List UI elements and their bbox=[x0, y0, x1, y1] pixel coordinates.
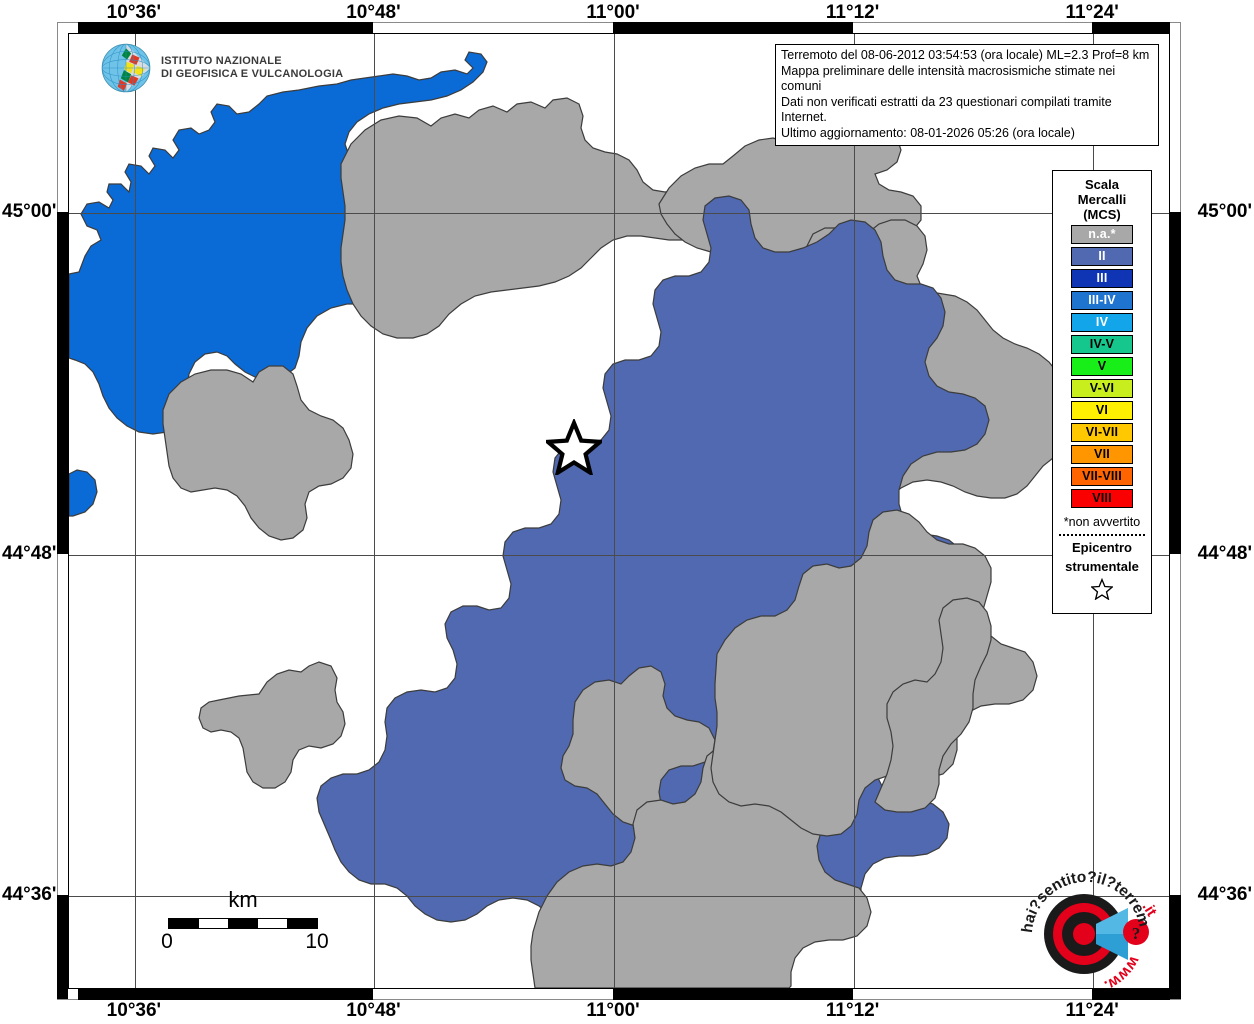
frame-tick-band-bottom bbox=[613, 989, 853, 1000]
scale-bar: km 0 10 bbox=[161, 887, 329, 954]
scale-bar-numbers: 0 10 bbox=[161, 930, 329, 954]
legend-swatch-vi-vii[interactable]: VI-VII bbox=[1071, 423, 1133, 442]
legend-swatch-v-vi[interactable]: V-VI bbox=[1071, 379, 1133, 398]
frame-tick-band-left bbox=[57, 895, 68, 999]
info-line-3: Dati non verificati estratti da 23 quest… bbox=[781, 94, 1112, 125]
info-line-1: Terremoto del 08-06-2012 03:54:53 (ora l… bbox=[781, 48, 1150, 62]
graticule-meridian bbox=[614, 34, 615, 988]
info-line-2: Mappa preliminare delle intensità macros… bbox=[781, 63, 1116, 94]
axis-tick-label-right: 45°00' bbox=[1197, 201, 1252, 223]
frame-tick-band-top bbox=[1092, 22, 1170, 33]
legend-swatch-vii[interactable]: VII bbox=[1071, 445, 1133, 464]
scale-min-label: 0 bbox=[161, 930, 173, 953]
legend-footnote: *non avvertito bbox=[1063, 515, 1141, 529]
frame-tick-band-top bbox=[133, 22, 374, 33]
frame-tick-band-top bbox=[613, 22, 853, 33]
graticule-parallel bbox=[69, 213, 1169, 215]
municipality-polygon[interactable] bbox=[162, 365, 354, 541]
legend-title-1: Scala bbox=[1085, 177, 1119, 192]
frame-tick-band-bottom bbox=[1092, 989, 1170, 1000]
legend-swatch-n-a-[interactable]: n.a.* bbox=[1071, 225, 1133, 244]
legend-swatch-list: n.a.* II III III-IV IV IV-V V V-VI VI VI-VII VII VI… bbox=[1053, 225, 1151, 508]
axis-tick-label-left: 44°48' bbox=[2, 542, 57, 564]
municipality-polygon[interactable] bbox=[198, 661, 346, 789]
legend-swatch-ii[interactable]: II bbox=[1071, 247, 1133, 266]
legend-epicenter-label-1: Epicentro bbox=[1072, 540, 1132, 555]
ingv-name-line-1: ISTITUTO NAZIONALE bbox=[161, 55, 282, 67]
axis-tick-label-top: 10°48' bbox=[346, 2, 401, 23]
axis-tick-label-bottom: 11°24' bbox=[1065, 1000, 1119, 1021]
axis-tick-label-top: 11°24' bbox=[1065, 2, 1119, 23]
earthquake-info-box: Terremoto del 08-06-2012 03:54:53 (ora l… bbox=[775, 44, 1159, 146]
frame-tick-band-bottom bbox=[133, 989, 374, 1000]
municipality-polygon[interactable] bbox=[69, 469, 98, 517]
axis-tick-label-top: 11°12' bbox=[825, 2, 880, 23]
mercalli-scale-legend: Scala Mercalli (MCS) n.a.* II III III-IV IV I… bbox=[1052, 170, 1152, 614]
municipality-polygon[interactable] bbox=[874, 597, 992, 813]
legend-title-2: Mercalli bbox=[1077, 192, 1127, 207]
axis-tick-label-bottom: 11°12' bbox=[825, 1000, 880, 1021]
axis-tick-label-right: 44°48' bbox=[1197, 542, 1252, 564]
svg-text:?: ? bbox=[1132, 924, 1141, 943]
scale-unit-label: km bbox=[228, 887, 258, 912]
scale-max-label: 10 bbox=[305, 930, 329, 953]
axis-tick-label-top: 10°36' bbox=[106, 2, 162, 23]
ingv-logo: ISTITUTO NAZIONALE DI GEOFISICA E VULCAN… bbox=[100, 42, 343, 94]
legend-swatch-v[interactable]: V bbox=[1071, 357, 1133, 376]
legend-swatch-vii-viii[interactable]: VII-VIII bbox=[1071, 467, 1133, 486]
info-line-4: Ultimo aggiornamento: 08-01-2026 05:26 (… bbox=[781, 125, 1075, 140]
graticule-meridian bbox=[134, 34, 136, 988]
frame-tick-band-bottom bbox=[78, 989, 134, 1000]
municipality-polygon[interactable] bbox=[560, 665, 716, 827]
municipality-polygon[interactable] bbox=[340, 97, 706, 339]
legend-title-3: (MCS) bbox=[1083, 207, 1121, 222]
axis-tick-label-left: 45°00' bbox=[2, 201, 57, 223]
ingv-name-line-2: DI GEOFISICA E VULCANOLOGIA bbox=[161, 68, 344, 80]
graticule-parallel bbox=[69, 554, 1169, 556]
legend-swatch-iv[interactable]: IV bbox=[1071, 313, 1133, 332]
frame-tick-band-left bbox=[57, 212, 68, 554]
municipality-polygons-layer bbox=[69, 51, 1130, 988]
frame-tick-band-right bbox=[1170, 212, 1181, 554]
map-canvas[interactable] bbox=[68, 33, 1170, 989]
legend-swatch-viii[interactable]: VIII bbox=[1071, 489, 1133, 508]
municipality-polygon[interactable] bbox=[710, 509, 1038, 837]
axis-tick-label-left: 44°36' bbox=[2, 884, 57, 906]
legend-star-icon bbox=[1053, 577, 1151, 605]
axis-tick-label-right: 44°36' bbox=[1197, 884, 1252, 906]
legend-swatch-vi[interactable]: VI bbox=[1071, 401, 1133, 420]
graticule-meridian bbox=[853, 34, 855, 988]
ingv-globe-icon bbox=[101, 43, 151, 93]
frame-tick-band-top bbox=[78, 22, 134, 33]
legend-swatch-iii-iv[interactable]: III-IV bbox=[1071, 291, 1133, 310]
municipality-polygon[interactable] bbox=[69, 51, 488, 435]
graticule-meridian bbox=[374, 34, 376, 988]
legend-swatch-iii[interactable]: III bbox=[1071, 269, 1133, 288]
frame-tick-band-right bbox=[1170, 895, 1181, 999]
scale-bar-graphic bbox=[168, 918, 318, 929]
legend-swatch-iv-v[interactable]: IV-V bbox=[1071, 335, 1133, 354]
legend-epicenter-label-2: strumentale bbox=[1065, 559, 1139, 574]
legend-divider bbox=[1059, 534, 1145, 536]
axis-tick-label-top: 11°00' bbox=[586, 2, 640, 23]
epicenter-star-marker[interactable] bbox=[546, 419, 602, 475]
axis-tick-label-bottom: 11°00' bbox=[586, 1000, 640, 1021]
hsit-target-icon: ? bbox=[1044, 894, 1149, 974]
axis-tick-label-bottom: 10°36' bbox=[106, 1000, 162, 1021]
graticule-parallel bbox=[69, 896, 1169, 898]
hsit-logo[interactable]: ? hai?sentito?il?terremoto www. .it bbox=[1007, 849, 1160, 994]
axis-tick-label-bottom: 10°48' bbox=[346, 1000, 401, 1021]
